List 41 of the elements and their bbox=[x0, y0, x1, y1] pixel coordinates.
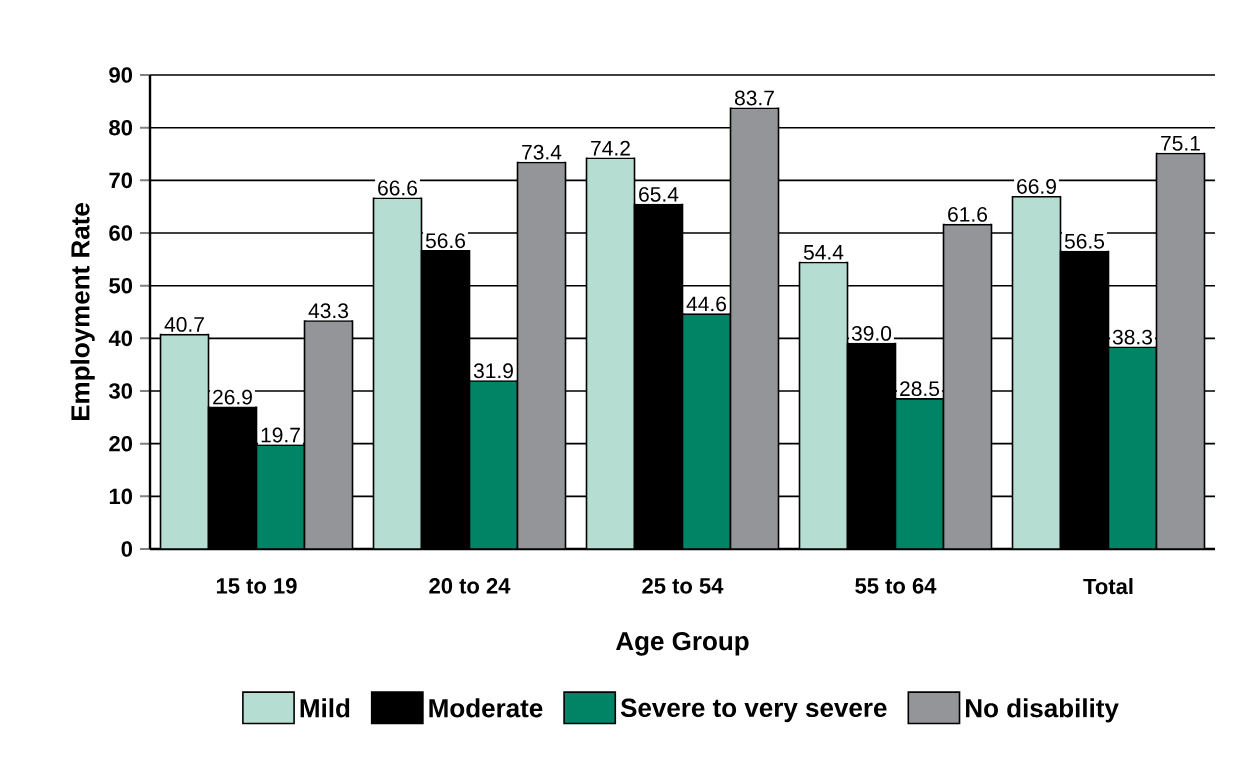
x-tick-label: 55 to 64 bbox=[855, 578, 937, 594]
data-label: 61.6 bbox=[948, 206, 988, 222]
y-tick-label: 50 bbox=[109, 277, 133, 294]
y-tick-label: 80 bbox=[109, 119, 133, 136]
legend-label: Mild bbox=[300, 698, 350, 718]
data-label: 26.9 bbox=[213, 389, 252, 405]
y-tick-label: 40 bbox=[108, 330, 133, 347]
data-label: 44.6 bbox=[686, 296, 727, 312]
y-tick-label: 90 bbox=[109, 67, 133, 83]
x-tick-label: 15 to 19 bbox=[216, 578, 297, 594]
data-label: 56.6 bbox=[425, 233, 466, 249]
x-tick-label: 20 to 24 bbox=[429, 578, 511, 594]
x-tick-label: Total bbox=[1083, 578, 1133, 595]
data-label: 66.9 bbox=[1017, 179, 1056, 194]
data-label: 28.5 bbox=[900, 381, 940, 397]
y-axis-title: Employment Rate bbox=[70, 203, 95, 421]
legend-label: Severe to very severe bbox=[620, 698, 887, 723]
data-label: 83.7 bbox=[734, 90, 774, 106]
data-label: 66.6 bbox=[378, 180, 418, 196]
y-tick-label: 60 bbox=[109, 225, 133, 241]
legend-label: Moderate bbox=[429, 698, 543, 718]
x-axis-title: Age Group bbox=[616, 631, 749, 656]
y-tick-label: 30 bbox=[108, 383, 133, 399]
data-label: 75.1 bbox=[1161, 136, 1200, 151]
data-label: 40.7 bbox=[164, 317, 204, 332]
y-tick-label: 10 bbox=[109, 488, 133, 505]
data-label: 38.3 bbox=[1112, 329, 1153, 345]
y-tick-label: 0 bbox=[121, 541, 133, 557]
legend-label: No disability bbox=[966, 698, 1119, 723]
data-label: 19.7 bbox=[261, 427, 300, 443]
data-label: 74.2 bbox=[591, 140, 630, 156]
data-label: 43.3 bbox=[308, 303, 349, 319]
data-label: 31.9 bbox=[473, 363, 513, 379]
y-tick-label: 20 bbox=[109, 435, 133, 452]
data-label: 39.0 bbox=[851, 325, 892, 341]
data-label: 56.5 bbox=[1064, 233, 1105, 249]
x-tick-label: 25 to 54 bbox=[642, 578, 724, 594]
data-label: 73.4 bbox=[522, 144, 562, 160]
y-tick-label: 70 bbox=[109, 172, 133, 189]
data-label: 65.4 bbox=[639, 186, 679, 202]
data-label: 54.4 bbox=[803, 245, 844, 260]
